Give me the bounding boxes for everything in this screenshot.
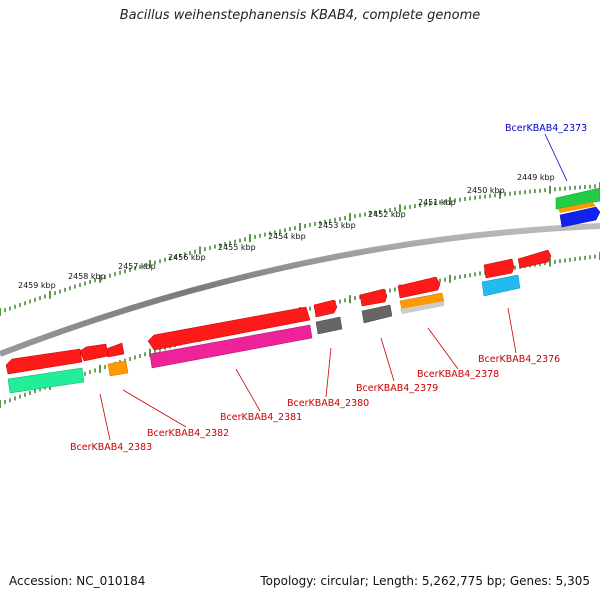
gene-label-2382[interactable]: BcerKBAB4_2382 bbox=[147, 428, 229, 439]
leader-line-2383 bbox=[99, 393, 111, 441]
forward-strand-genes bbox=[5, 187, 600, 394]
tick-label-2458: 2458 kbp bbox=[68, 272, 106, 281]
leader-line-2373 bbox=[544, 133, 568, 182]
gene-label-2381[interactable]: BcerKBAB4_2381 bbox=[220, 412, 302, 423]
gene-label-2380[interactable]: BcerKBAB4_2380 bbox=[287, 398, 369, 409]
gene-feature[interactable] bbox=[555, 187, 600, 210]
topology-summary: Topology: circular; Length: 5,262,775 bp… bbox=[260, 574, 590, 588]
gene-feature[interactable] bbox=[107, 360, 129, 377]
gene-label-2383[interactable]: BcerKBAB4_2383 bbox=[70, 442, 152, 453]
accession-text: Accession: NC_010184 bbox=[9, 574, 146, 588]
leader-line-2382 bbox=[122, 389, 187, 428]
outer-tick-ruler bbox=[0, 182, 600, 316]
gene-feature[interactable] bbox=[315, 316, 343, 335]
tick-label-2455: 2455 kbp bbox=[218, 243, 256, 252]
gene-feature[interactable] bbox=[313, 299, 338, 318]
gene-label-2376[interactable]: BcerKBAB4_2376 bbox=[478, 354, 560, 365]
gene-label-2379[interactable]: BcerKBAB4_2379 bbox=[356, 383, 438, 394]
gene-label-2378[interactable]: BcerKBAB4_2378 bbox=[417, 369, 499, 380]
tick-label-2456: 2456 kbp bbox=[168, 253, 206, 262]
tick-label-2454: 2454 kbp bbox=[268, 232, 306, 241]
leader-line-2379 bbox=[380, 337, 395, 382]
gene-feature[interactable] bbox=[149, 324, 313, 369]
gene-feature[interactable] bbox=[397, 276, 441, 299]
gene-feature[interactable] bbox=[147, 306, 311, 351]
leader-line-2380 bbox=[325, 347, 332, 398]
tick-label-2452: 2452 kbp bbox=[368, 210, 406, 219]
genome-title: Bacillus weihenstephanensis KBAB4, compl… bbox=[119, 8, 481, 23]
gene-feature[interactable] bbox=[7, 367, 85, 394]
gene-feature[interactable] bbox=[517, 249, 552, 269]
genome-backbone bbox=[0, 223, 600, 357]
gene-labels: BcerKBAB4_2373 BcerKBAB4_2376 BcerKBAB4_… bbox=[70, 123, 587, 453]
leader-line-2378 bbox=[427, 327, 459, 370]
gene-feature[interactable] bbox=[79, 343, 109, 362]
tick-label-2457: 2457 kbp bbox=[118, 262, 156, 271]
tick-label-2449: 2449 kbp bbox=[517, 173, 555, 182]
gene-feature[interactable] bbox=[559, 206, 600, 228]
tick-label-2453: 2453 kbp bbox=[318, 221, 356, 230]
gene-feature[interactable] bbox=[400, 301, 444, 314]
gene-feature[interactable] bbox=[5, 348, 83, 375]
gene-feature[interactable] bbox=[558, 202, 596, 213]
tick-label-2459: 2459 kbp bbox=[18, 281, 56, 290]
leader-line-2376 bbox=[507, 307, 517, 354]
gene-feature[interactable] bbox=[105, 342, 125, 358]
gene-label-2373[interactable]: BcerKBAB4_2373 bbox=[505, 123, 587, 134]
tick-label-2450: 2450 kbp bbox=[467, 186, 505, 195]
gene-feature[interactable] bbox=[359, 288, 388, 307]
gene-feature[interactable] bbox=[481, 274, 521, 297]
tick-label-2451: 2451 kbp bbox=[418, 198, 456, 207]
label-leader-lines bbox=[99, 133, 568, 441]
gene-feature[interactable] bbox=[483, 258, 515, 279]
tick-labels: 2449 kbp 2450 kbp 2451 kbp 2452 kbp 2453… bbox=[18, 173, 555, 290]
gene-feature[interactable] bbox=[361, 304, 393, 324]
leader-line-2381 bbox=[235, 368, 261, 412]
